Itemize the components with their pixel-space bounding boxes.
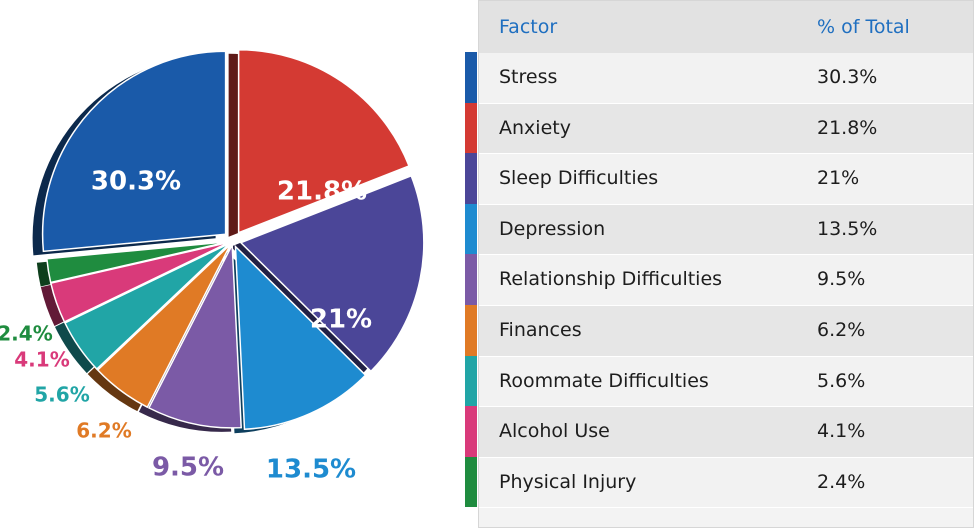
legend-swatch (465, 355, 477, 407)
cell-pct: 21% (817, 167, 860, 190)
pie-slice-depression (234, 244, 367, 431)
legend-swatch (465, 203, 477, 255)
data-label-anxiety: 21.8% (277, 177, 367, 207)
cell-pct: 9.5% (817, 268, 866, 291)
legend-swatch (465, 254, 477, 305)
data-label-physical-injury: 2.4% (0, 322, 53, 346)
cell-pct: 5.6% (817, 369, 866, 392)
table-row: Depression 13.5% (479, 204, 973, 256)
legend-swatch (465, 304, 477, 356)
pie-slice-finances (96, 243, 232, 409)
pie-slice-roommate-difficulties (63, 242, 231, 371)
header-factor: Factor (499, 16, 558, 38)
pie-slice-anxiety (237, 48, 410, 234)
legend-swatch (465, 153, 477, 204)
data-label-sleep-difficulties: 21% (310, 305, 372, 335)
header-pct: % of Total (817, 16, 910, 38)
data-label-alcohol-use: 4.1% (14, 348, 69, 372)
cell-factor: Anxiety (499, 116, 571, 139)
data-label-stress: 30.3% (91, 167, 181, 197)
cell-pct: 21.8% (817, 116, 878, 139)
cell-factor: Depression (499, 217, 606, 240)
cell-pct: 6.2% (817, 318, 866, 341)
pie-slice-physical-injury (46, 240, 230, 284)
table-row: Stress 30.3% (479, 53, 973, 104)
cell-factor: Finances (499, 318, 582, 341)
table-row: Physical Injury 2.4% (479, 457, 973, 509)
legend-swatch (465, 456, 477, 508)
cell-factor: Alcohol Use (499, 420, 610, 443)
table-row: Finances 6.2% (479, 305, 973, 357)
data-label-relationship-difficulties: 9.5% (152, 453, 224, 483)
table-row: Anxiety 21.8% (479, 103, 973, 155)
table-header: Factor % of Total (479, 1, 973, 53)
legend-swatch (465, 52, 477, 103)
table-row: Alcohol Use 4.1% (479, 407, 973, 458)
cell-factor: Relationship Difficulties (499, 268, 723, 291)
legend-swatch (465, 406, 477, 457)
data-label-finances: 6.2% (76, 419, 131, 443)
pie-slice-stress (41, 50, 227, 253)
cell-pct: 30.3% (817, 66, 878, 88)
legend-swatch (465, 102, 477, 154)
table-row: Relationship Difficulties 9.5% (479, 255, 973, 306)
table-row: Sleep Difficulties 21% (479, 154, 973, 205)
cell-factor: Physical Injury (499, 470, 637, 493)
cell-pct: 4.1% (817, 420, 866, 443)
cell-factor: Roommate Difficulties (499, 369, 709, 392)
cell-pct: 13.5% (817, 217, 878, 240)
factor-table: Factor % of Total Stress 30.3% Anxiety 21.8… (478, 0, 974, 528)
cell-factor: Sleep Difficulties (499, 167, 659, 190)
table-body: Stress 30.3% Anxiety 21.8% Sleep Difficultie… (479, 53, 973, 509)
pie-chart: 30.3% 21.8% 21% 13.5% 9.5% 6.2% 5.6% 4.1%2.4% (0, 48, 425, 485)
cell-factor: Stress (499, 66, 558, 88)
cell-pct: 2.4% (817, 470, 866, 493)
pie-slice-sleep-difficulties (239, 174, 425, 373)
pie-slice-relationship-difficulties (147, 242, 242, 429)
data-label-depression: 13.5% (266, 455, 356, 485)
data-label-roommate-difficulties: 5.6% (34, 383, 89, 407)
table-row: Roommate Difficulties 5.6% (479, 356, 973, 408)
legend-swatches (465, 52, 477, 508)
